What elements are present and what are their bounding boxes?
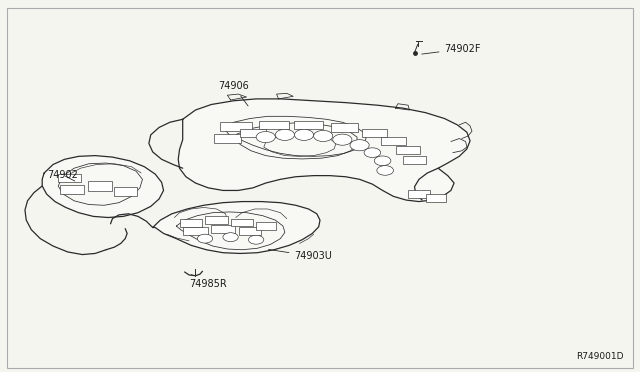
Bar <box>396 145 420 154</box>
Circle shape <box>314 131 333 141</box>
Polygon shape <box>178 99 470 202</box>
Bar <box>205 217 228 224</box>
Text: R749001D: R749001D <box>576 352 623 361</box>
Text: 74902F: 74902F <box>422 44 481 54</box>
Circle shape <box>294 129 314 140</box>
Circle shape <box>223 233 238 241</box>
Bar <box>58 174 81 182</box>
Bar <box>214 135 241 142</box>
Bar <box>426 194 447 202</box>
Text: 74906: 74906 <box>218 81 248 106</box>
Circle shape <box>248 235 264 244</box>
Text: 74902: 74902 <box>47 170 78 181</box>
Bar <box>381 137 406 145</box>
Circle shape <box>256 132 275 142</box>
Bar <box>403 156 426 164</box>
Bar <box>231 219 253 226</box>
Bar <box>180 219 202 227</box>
Bar <box>294 121 323 129</box>
Circle shape <box>364 148 381 157</box>
Circle shape <box>275 129 294 140</box>
Circle shape <box>374 156 391 166</box>
Circle shape <box>350 140 369 151</box>
Bar <box>211 225 235 233</box>
Bar <box>259 121 289 129</box>
Bar <box>255 222 276 230</box>
Bar <box>220 122 252 131</box>
Circle shape <box>377 166 394 175</box>
Bar <box>408 190 430 198</box>
Bar <box>331 124 358 132</box>
Polygon shape <box>42 155 164 218</box>
Bar <box>60 185 84 194</box>
Bar <box>88 182 112 190</box>
Text: 74985R: 74985R <box>189 275 227 289</box>
Bar <box>362 129 387 137</box>
Bar <box>114 187 137 196</box>
Circle shape <box>333 134 352 145</box>
Text: 74903U: 74903U <box>268 250 332 262</box>
Circle shape <box>197 234 212 243</box>
Polygon shape <box>153 202 320 253</box>
Bar <box>183 227 207 235</box>
Bar <box>239 227 261 235</box>
Bar <box>239 129 266 137</box>
